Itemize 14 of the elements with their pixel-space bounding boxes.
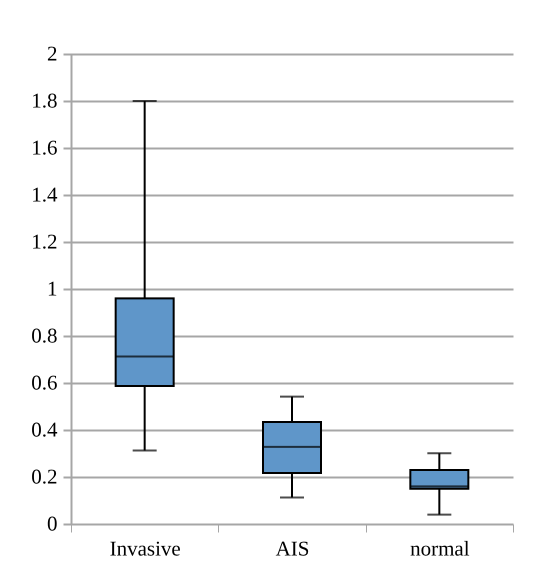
- y-tick-label: 0.2: [31, 464, 58, 488]
- y-tick-label: 1.8: [31, 88, 58, 112]
- x-tick-label: normal: [410, 536, 470, 560]
- x-tick-label: AIS: [276, 536, 310, 560]
- y-tick-label: 1.2: [31, 230, 58, 254]
- y-tick-label: 0.4: [31, 418, 58, 442]
- y-tick-label: 1.6: [31, 136, 58, 160]
- y-tick-label: 0.6: [31, 370, 58, 394]
- y-tick-label: 1: [47, 276, 58, 300]
- y-tick-label: 1.4: [31, 182, 58, 206]
- y-tick-label: 0.8: [31, 324, 58, 348]
- y-tick-label: 2: [47, 42, 58, 66]
- x-tick-label: Invasive: [110, 536, 181, 560]
- y-tick-label: 0: [47, 512, 58, 536]
